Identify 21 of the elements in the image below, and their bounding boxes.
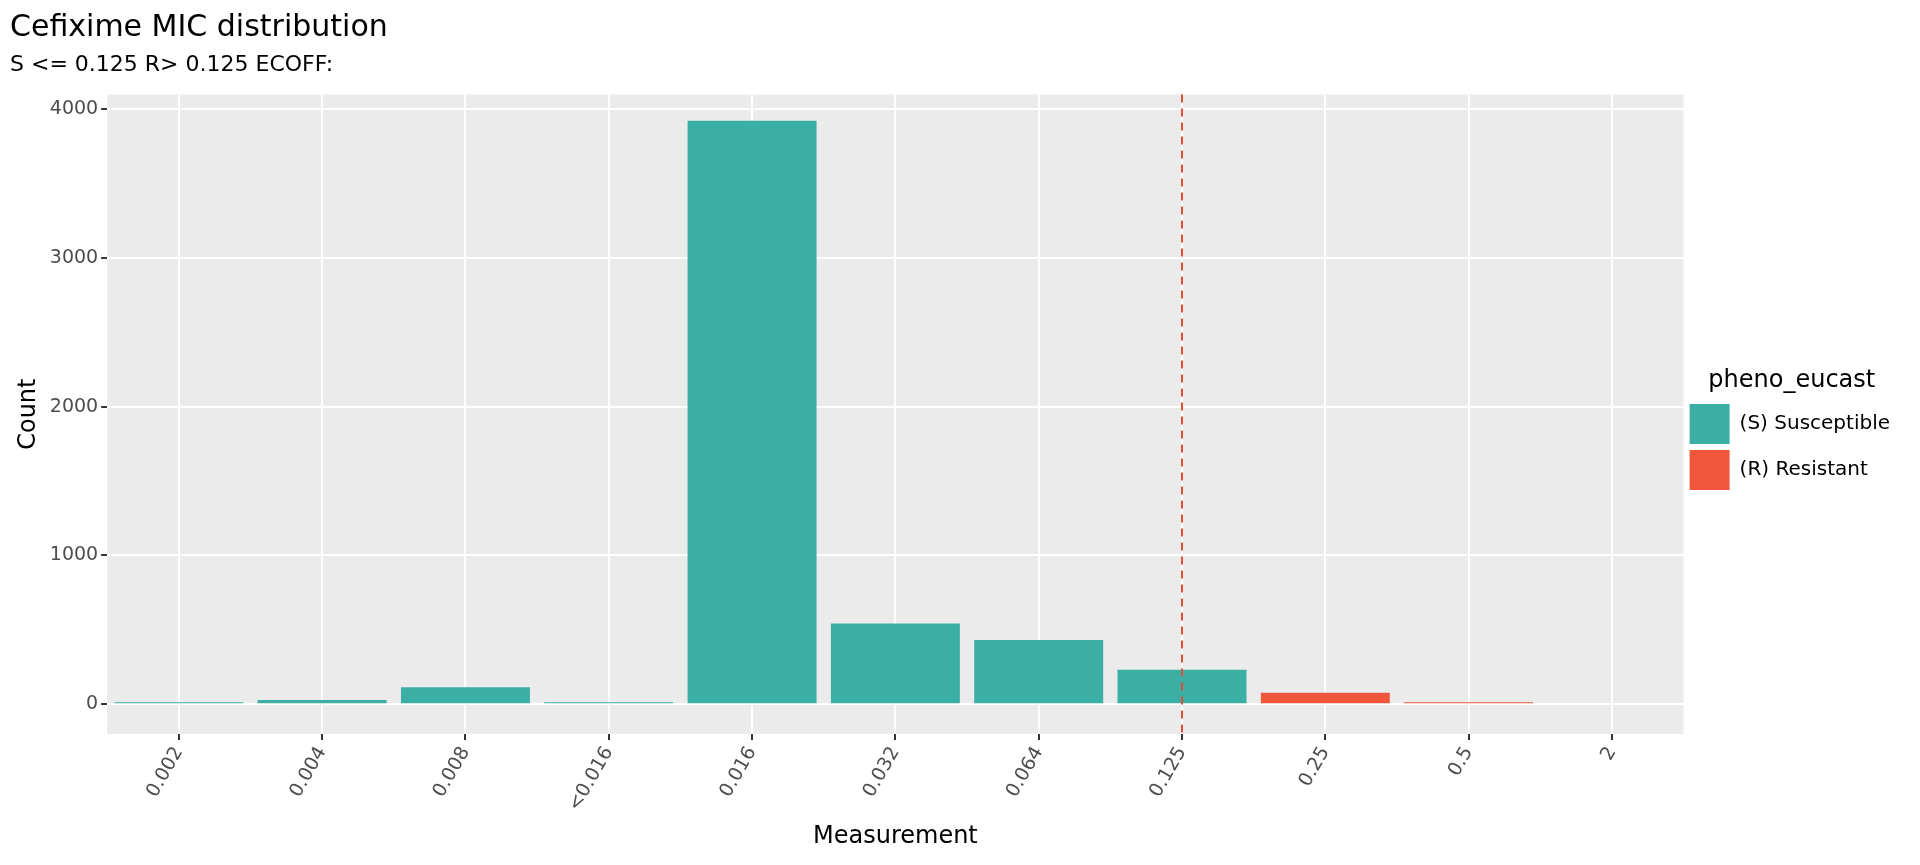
legend-label: (S) Susceptible bbox=[1739, 410, 1891, 435]
bar bbox=[687, 120, 817, 704]
bar bbox=[257, 700, 387, 704]
y-tick-label: 4000 bbox=[49, 96, 99, 119]
bar bbox=[974, 640, 1104, 704]
bar bbox=[830, 623, 960, 704]
y-axis-title: Count bbox=[12, 378, 41, 450]
x-tick-label: 2 bbox=[1594, 742, 1620, 764]
y-tick-label: 2000 bbox=[49, 393, 99, 416]
x-tick-label: 0.5 bbox=[1442, 742, 1477, 780]
bar bbox=[1117, 669, 1247, 704]
bar bbox=[1260, 692, 1390, 704]
x-axis-title: Measurement bbox=[812, 820, 978, 849]
y-tick-label: 3000 bbox=[49, 244, 99, 267]
y-tick-label: 0 bbox=[86, 691, 99, 714]
y-tick-label: 1000 bbox=[49, 542, 99, 565]
chart-subtitle: S <= 0.125 R> 0.125 ECOFF: bbox=[10, 50, 334, 76]
chart-title: Cefixime MIC distribution bbox=[10, 7, 388, 43]
bar bbox=[400, 687, 530, 704]
legend-title: pheno_eucast bbox=[1708, 365, 1876, 394]
legend-label: (R) Resistant bbox=[1739, 456, 1868, 481]
